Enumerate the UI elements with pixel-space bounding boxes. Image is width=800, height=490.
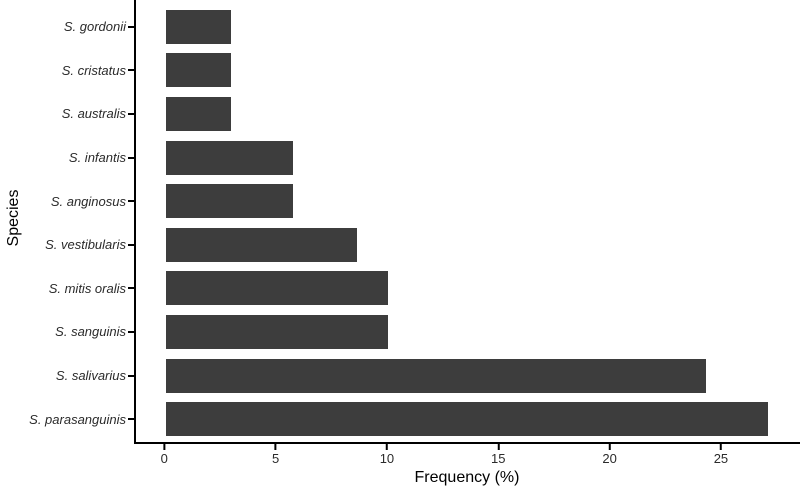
- x-axis: 0 5 10 15 20 25: [134, 444, 800, 468]
- bar: [166, 358, 706, 393]
- x-axis-title: Frequency (%): [414, 469, 520, 486]
- x-tick: 20: [602, 444, 617, 466]
- x-tick: 0: [161, 444, 168, 466]
- bar: [166, 271, 389, 306]
- x-tick: 5: [272, 444, 279, 466]
- plot-panel: [134, 0, 800, 444]
- x-tick-label: 25: [713, 451, 729, 466]
- y-tick-mark: [128, 374, 134, 377]
- y-axis-label-row: S. mitis oralis: [0, 267, 134, 311]
- y-tick-mark: [128, 200, 134, 203]
- y-axis-label-row: S. vestibularis: [0, 223, 134, 267]
- bar: [166, 314, 389, 349]
- category-label: S. sanguinis: [55, 324, 126, 340]
- bar-row: [136, 136, 800, 180]
- x-tick-label: 0: [160, 451, 168, 466]
- y-axis-label-row: S. parasanguinis: [0, 397, 134, 441]
- y-axis-label-row: S. salivarius: [0, 354, 134, 398]
- y-axis-label-row: S. sanguinis: [0, 310, 134, 354]
- category-label: S. vestibularis: [45, 237, 126, 253]
- x-tick-mark: [385, 444, 388, 450]
- x-tick-label: 5: [271, 451, 280, 466]
- y-tick-mark: [128, 330, 134, 333]
- y-tick-mark: [128, 418, 134, 421]
- y-axis-label-row: S. australis: [0, 92, 134, 136]
- bar: [166, 53, 231, 88]
- category-label: S. australis: [61, 106, 126, 122]
- bar-row: [136, 310, 800, 354]
- category-label: S. parasanguinis: [29, 411, 126, 427]
- x-tick-mark: [608, 444, 611, 450]
- y-axis-label-row: S. cristatus: [0, 49, 134, 93]
- bar-row: [136, 179, 800, 223]
- y-tick-mark: [128, 25, 134, 28]
- bar-row: [136, 397, 800, 441]
- y-tick-mark: [128, 112, 134, 115]
- x-tick-label: 20: [602, 451, 617, 466]
- bar-row: [136, 49, 800, 93]
- x-tick-mark: [497, 444, 500, 450]
- bar-row: [136, 92, 800, 136]
- y-tick-mark: [128, 243, 134, 246]
- bar: [166, 9, 231, 44]
- bar: [166, 140, 293, 175]
- category-label: S. salivarius: [55, 368, 126, 384]
- y-axis-label-row: S. gordonii: [0, 5, 134, 49]
- x-tick-mark: [719, 444, 722, 450]
- category-label: S. cristatus: [61, 62, 126, 78]
- x-tick-mark: [274, 444, 277, 450]
- bar-row: [136, 223, 800, 267]
- y-tick-mark: [128, 287, 134, 290]
- x-tick: 25: [714, 444, 728, 466]
- bar: [166, 402, 768, 437]
- x-tick: 10: [380, 444, 394, 466]
- y-tick-mark: [128, 156, 134, 159]
- bar-row: [136, 267, 800, 311]
- category-label: S. anginosus: [50, 193, 126, 209]
- bar-row: [136, 5, 800, 49]
- y-axis-label-row: S. infantis: [0, 136, 134, 180]
- category-label: S. infantis: [68, 150, 126, 166]
- bar: [166, 184, 293, 219]
- x-tick-label: 15: [491, 451, 506, 466]
- bar: [166, 227, 358, 262]
- x-tick: 15: [491, 444, 506, 466]
- y-axis-label-row: S. anginosus: [0, 179, 134, 223]
- bar: [166, 96, 231, 131]
- y-tick-mark: [128, 69, 134, 72]
- x-tick-mark: [163, 444, 166, 450]
- bar-row: [136, 354, 800, 398]
- x-tick-label: 10: [379, 451, 395, 466]
- y-axis-labels: S. gordonii S. cristatus S. australis S. in…: [0, 0, 134, 444]
- category-label: S. mitis oralis: [48, 280, 126, 296]
- category-label: S. gordonii: [63, 19, 126, 35]
